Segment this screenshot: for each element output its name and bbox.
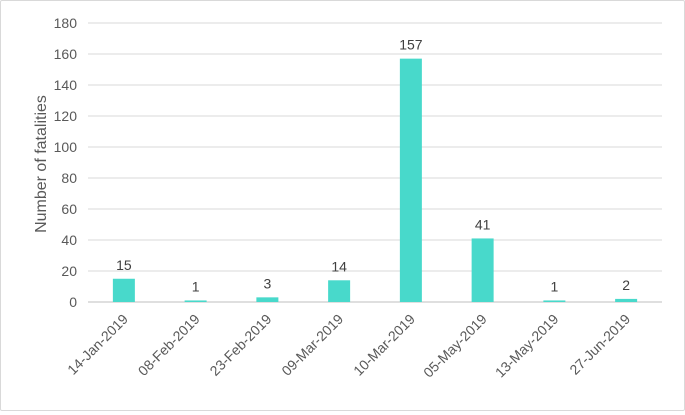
gridlines	[88, 22, 662, 303]
y-tick-label: 0	[69, 294, 77, 310]
data-label: 157	[399, 37, 423, 53]
bar	[471, 238, 494, 302]
x-tick-label: 23-Feb-2019	[206, 311, 274, 379]
x-axis-ticks: 14-Jan-2019 08-Feb-2019 23-Feb-2019 09-Mar-…	[64, 311, 633, 381]
y-tick-label: 140	[54, 77, 78, 93]
y-axis-title: Number of fatalities	[33, 95, 50, 233]
x-tick-label: 05-May-2019	[420, 311, 490, 381]
y-tick-label: 20	[61, 263, 77, 279]
x-tick-label: 08-Feb-2019	[135, 311, 203, 379]
x-tick-label: 13-May-2019	[492, 311, 562, 381]
x-tick-label: 14-Jan-2019	[64, 311, 131, 378]
bar	[615, 298, 638, 302]
bar	[328, 280, 351, 302]
bar	[184, 300, 207, 302]
data-label: 3	[263, 275, 271, 291]
data-label: 41	[475, 216, 491, 232]
y-tick-label: 60	[61, 201, 77, 217]
y-tick-label: 160	[54, 46, 78, 62]
bar	[256, 297, 279, 302]
bar	[543, 300, 566, 302]
bars	[112, 58, 638, 303]
y-tick-label: 180	[54, 15, 78, 31]
bar	[112, 278, 135, 302]
data-labels: 15 1 3 14 157 41 1 2	[116, 37, 630, 295]
y-tick-label: 40	[61, 232, 77, 248]
bar	[399, 58, 422, 303]
data-label: 1	[192, 278, 200, 294]
data-label: 15	[116, 257, 132, 273]
x-tick-label: 27-Jun-2019	[566, 311, 633, 378]
x-tick-label: 10-Mar-2019	[350, 311, 418, 379]
data-label: 14	[331, 258, 347, 274]
y-tick-label: 100	[54, 139, 78, 155]
data-label: 1	[550, 278, 558, 294]
y-tick-label: 120	[54, 108, 78, 124]
y-axis-ticks: 0 20 40 60 80 100 120 140 160 180	[54, 15, 78, 310]
data-label: 2	[622, 277, 630, 293]
y-tick-label: 80	[61, 170, 77, 186]
x-tick-label: 09-Mar-2019	[278, 311, 346, 379]
